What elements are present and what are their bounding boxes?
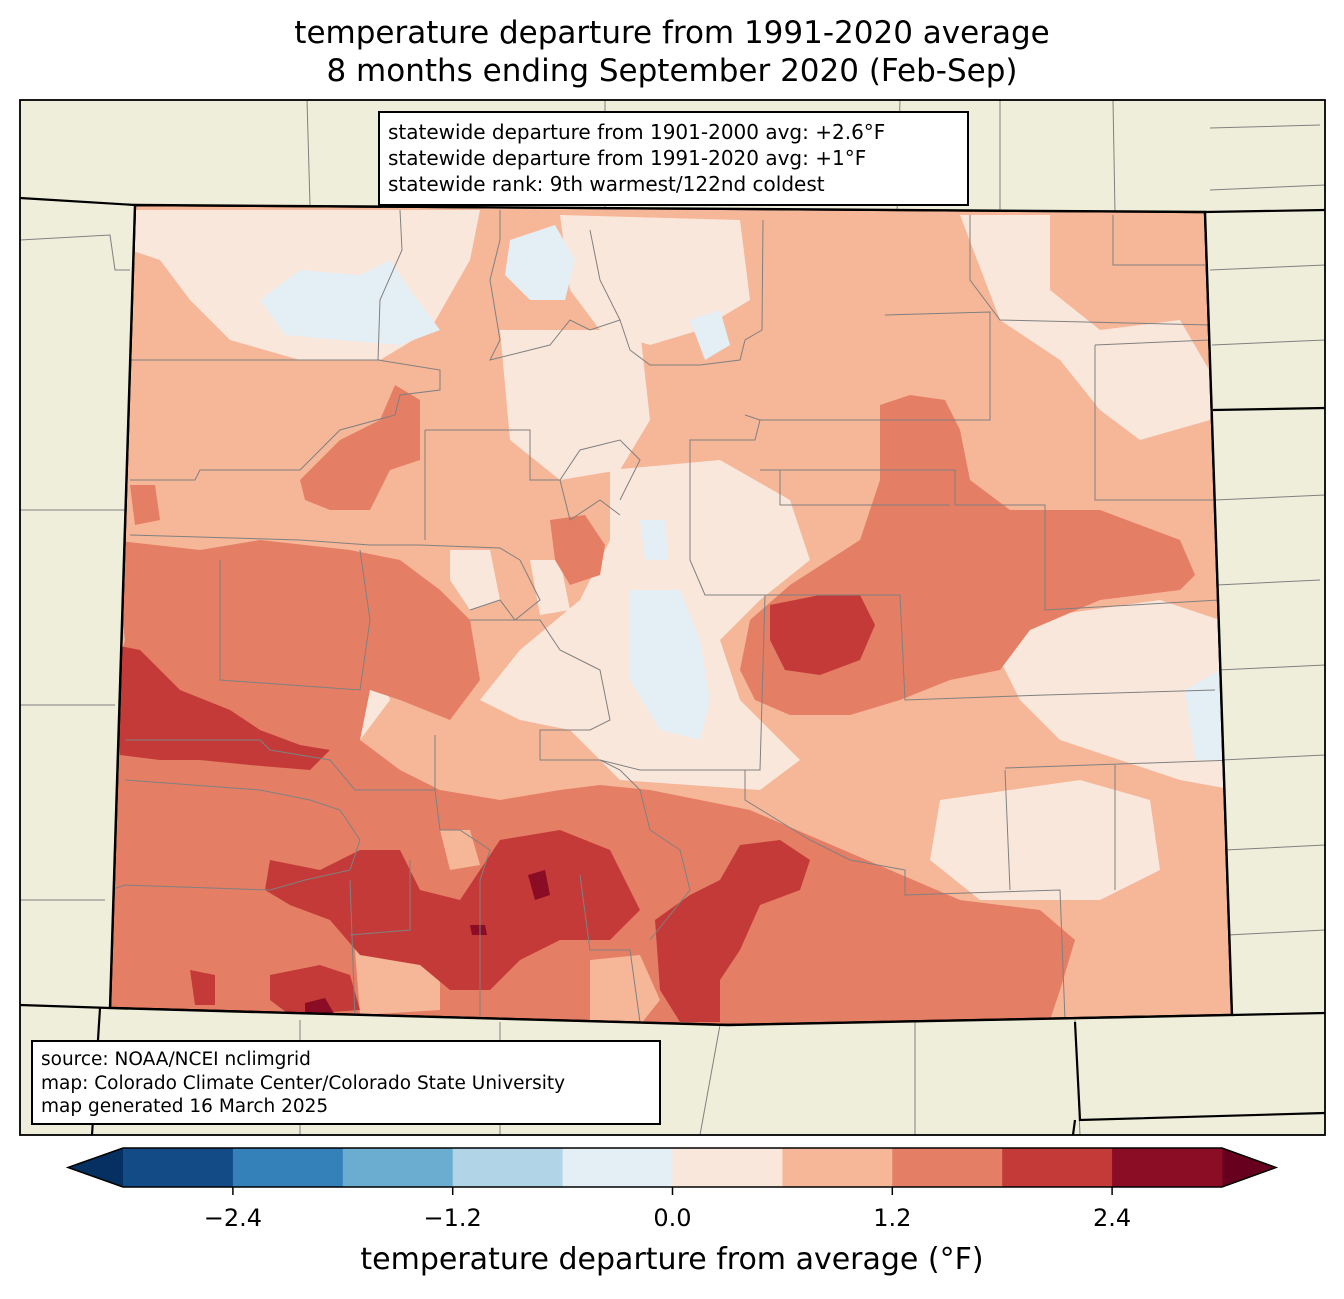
source-line-2: map: Colorado Climate Center/Colorado St… — [41, 1072, 566, 1094]
contour-2.4-3.0 — [305, 870, 550, 1015]
state-borders — [20, 196, 1325, 1135]
statewide-stats-box: statewide departure from 1901-2000 avg: … — [378, 111, 969, 206]
colorbar-label: temperature departure from average (°F) — [360, 1242, 984, 1277]
colorbar-segment — [232, 1148, 344, 1187]
colorbar-tick-label: −2.4 — [203, 1204, 263, 1232]
colorbar-over-arrow — [1222, 1148, 1276, 1187]
colorbar-under-arrow — [68, 1148, 123, 1187]
map-title: temperature departure from 1991-2020 ave… — [0, 14, 1344, 90]
colorado-county-lines — [110, 209, 1232, 1023]
source-line-3: map generated 16 March 2025 — [41, 1096, 329, 1117]
colorbar-segment — [342, 1148, 454, 1187]
map-frame — [19, 99, 1326, 1136]
colorbar-segment — [562, 1148, 673, 1187]
colorbar-segment — [782, 1148, 893, 1187]
title-line-2: 8 months ending September 2020 (Feb-Sep) — [326, 53, 1018, 89]
colorbar-tick-label: 1.2 — [873, 1204, 912, 1232]
colorbar-tick-label: 0.0 — [653, 1204, 692, 1232]
stats-line-2: statewide departure from 1991-2020 avg: … — [388, 146, 867, 170]
temperature-field — [110, 205, 1232, 1025]
colorbar-segment — [892, 1148, 1003, 1187]
colorbar-tick-label: −1.2 — [423, 1204, 482, 1232]
source-box: source: NOAA/NCEI nclimgrid map: Colorad… — [31, 1040, 661, 1125]
colorbar-segment — [123, 1148, 234, 1187]
contour-1.8-2.4 — [115, 595, 875, 1022]
source-line-1: source: NOAA/NCEI nclimgrid — [41, 1049, 311, 1070]
colorbar-segment — [1112, 1148, 1223, 1187]
colorbar-segment — [452, 1148, 564, 1187]
contour-neg0.6-0 — [260, 225, 1230, 760]
colorbar-outline — [65, 1147, 1279, 1188]
colorbar-ticks — [232, 1187, 1113, 1195]
colorbar-segment — [1002, 1148, 1113, 1187]
stats-line-3: statewide rank: 9th warmest/122nd coldes… — [388, 172, 825, 196]
colorado-border-outline — [108, 203, 1234, 1027]
title-line-1: temperature departure from 1991-2020 ave… — [294, 15, 1050, 51]
stats-line-1: statewide departure from 1901-2000 avg: … — [388, 120, 886, 144]
colorbar-tick-label: 2.4 — [1093, 1204, 1132, 1232]
colorbar-segment — [672, 1148, 783, 1187]
colorbar-segments — [65, 1147, 1279, 1188]
